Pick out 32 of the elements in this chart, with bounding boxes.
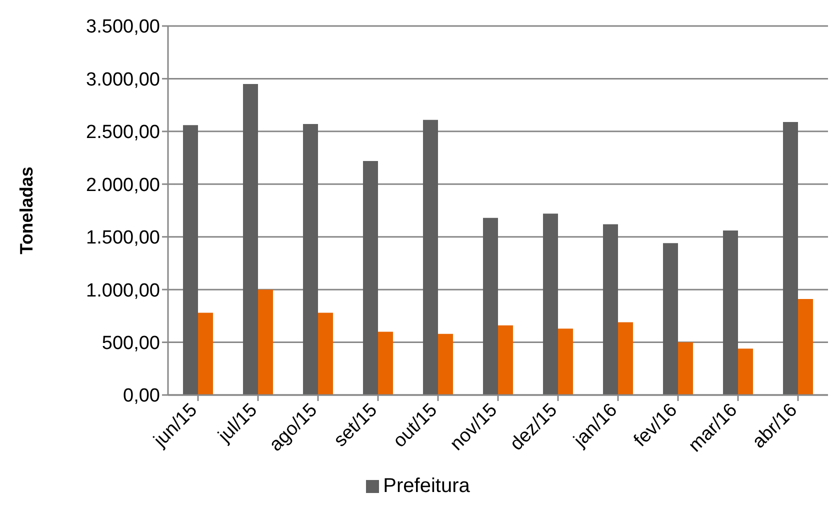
bar: [303, 124, 318, 395]
y-tick-label: 3.000,00: [86, 69, 160, 90]
y-tick-label: 500,00: [102, 333, 160, 354]
y-tick-label: 0,00: [123, 386, 160, 407]
bar: [723, 230, 738, 395]
bar: [603, 224, 618, 395]
y-tick-label: 3.500,00: [86, 16, 160, 38]
y-tick-label: 1.500,00: [86, 228, 160, 249]
bar: [783, 122, 798, 395]
bar: [183, 125, 198, 395]
bar: [678, 342, 693, 395]
bar: [438, 334, 453, 395]
bar: [543, 214, 558, 395]
bar: [618, 322, 633, 395]
bar: [318, 312, 333, 395]
bar: [243, 84, 258, 395]
legend-label: Prefeitura: [383, 475, 470, 497]
y-tick-label: 2.500,00: [86, 122, 160, 144]
bar: [423, 120, 438, 395]
bar: [198, 312, 213, 395]
bar: [483, 218, 498, 395]
bar: [798, 299, 813, 395]
bar: [378, 332, 393, 395]
y-tick-label: 1.000,00: [86, 280, 160, 302]
bar: [498, 325, 513, 395]
y-tick-label: 2.000,00: [86, 174, 160, 196]
y-axis-title: Toneladas: [16, 166, 36, 254]
bar: [663, 243, 678, 395]
bar: [363, 160, 378, 395]
bar: [738, 348, 753, 395]
bar: [558, 328, 573, 395]
bar: [258, 290, 273, 395]
